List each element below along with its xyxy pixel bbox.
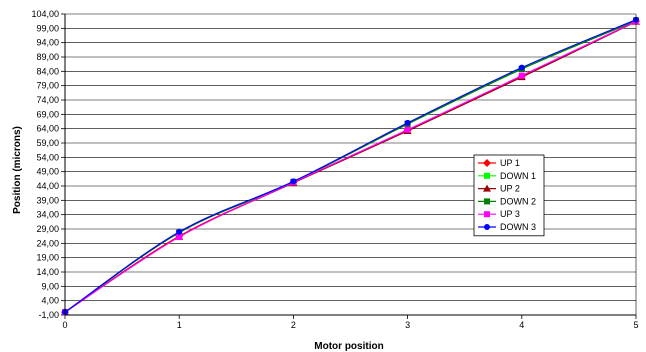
y-tick-label: 64,00 bbox=[36, 124, 59, 134]
data-point bbox=[404, 119, 411, 126]
legend: UP 1 DOWN 1 UP 2 DOWN 2 UP 3 DOWN 3 bbox=[473, 154, 545, 237]
y-tick-label: 9,00 bbox=[41, 281, 59, 291]
x-tick-label: 4 bbox=[519, 320, 524, 330]
x-tick-label: 2 bbox=[291, 320, 296, 330]
data-point bbox=[176, 234, 183, 241]
y-tick-label: 39,00 bbox=[36, 195, 59, 205]
y-tick-label: 94,00 bbox=[36, 38, 59, 48]
legend-box bbox=[473, 154, 545, 237]
legend-swatch-marker bbox=[484, 172, 490, 179]
x-tick-label: 1 bbox=[177, 320, 182, 330]
series-line bbox=[64, 19, 637, 313]
data-point bbox=[176, 228, 183, 235]
series-line bbox=[64, 20, 637, 313]
series-line bbox=[64, 20, 637, 313]
legend-swatch-marker bbox=[483, 159, 491, 167]
y-tick-label: 54,00 bbox=[36, 152, 59, 162]
y-tick-label: 44,00 bbox=[36, 181, 59, 191]
y-tick-label: 59,00 bbox=[36, 138, 59, 148]
data-point bbox=[404, 126, 411, 133]
legend-swatch-marker bbox=[484, 224, 490, 230]
y-tick-label: 99,00 bbox=[36, 23, 59, 33]
y-tick-label: 79,00 bbox=[36, 81, 59, 91]
x-tick-label: 0 bbox=[62, 320, 67, 330]
legend-swatch-marker bbox=[484, 211, 490, 218]
legend-swatch-marker bbox=[483, 184, 491, 192]
legend-item: UP 2 bbox=[478, 184, 520, 194]
y-axis-label: Position (microns) bbox=[12, 126, 23, 214]
y-tick-label: 29,00 bbox=[36, 224, 59, 234]
y-tick-label: 89,00 bbox=[36, 52, 59, 62]
series-up-2 bbox=[61, 17, 640, 316]
y-tick-label: 69,00 bbox=[36, 109, 59, 119]
data-point bbox=[518, 64, 525, 71]
legend-label: UP 1 bbox=[500, 158, 520, 168]
data-point bbox=[290, 178, 297, 185]
legend-item: UP 1 bbox=[478, 158, 520, 168]
legend-item: DOWN 2 bbox=[478, 196, 536, 206]
legend-item: DOWN 3 bbox=[478, 222, 536, 232]
series-down-3 bbox=[62, 16, 639, 316]
legend-label: UP 3 bbox=[500, 209, 520, 219]
y-tick-label: -1,00 bbox=[38, 310, 59, 320]
x-tick-label: 5 bbox=[633, 320, 638, 330]
y-tick-label: 104,00 bbox=[31, 9, 59, 19]
y-axis-ticks: -1,00 4,00 9,00 14,00 19,00 24,00 29,00 34,00 39… bbox=[31, 9, 65, 320]
legend-item: DOWN 1 bbox=[478, 171, 536, 181]
y-tick-label: 74,00 bbox=[36, 95, 59, 105]
axes bbox=[64, 14, 637, 316]
x-axis-label: Motor position bbox=[314, 341, 383, 352]
series-line bbox=[64, 19, 637, 313]
y-tick-label: 24,00 bbox=[36, 238, 59, 248]
legend-swatch-marker bbox=[484, 198, 490, 205]
series-line bbox=[64, 21, 637, 313]
y-tick-label: 19,00 bbox=[36, 253, 59, 263]
y-tick-label: 4,00 bbox=[41, 296, 59, 306]
series-lines bbox=[61, 16, 640, 317]
legend-label: UP 2 bbox=[500, 184, 520, 194]
data-point bbox=[518, 72, 525, 79]
y-tick-label: 14,00 bbox=[36, 267, 59, 277]
series-line bbox=[64, 20, 637, 313]
grid-lines bbox=[65, 13, 636, 316]
legend-item: UP 3 bbox=[478, 209, 520, 219]
legend-label: DOWN 3 bbox=[500, 222, 536, 232]
legend-label: DOWN 1 bbox=[500, 171, 536, 181]
y-tick-label: 84,00 bbox=[36, 66, 59, 76]
y-tick-label: 34,00 bbox=[36, 210, 59, 220]
legend-label: DOWN 2 bbox=[500, 196, 536, 206]
y-tick-label: 49,00 bbox=[36, 167, 59, 177]
x-tick-label: 3 bbox=[405, 320, 410, 330]
x-axis-ticks: 0 1 2 3 4 5 bbox=[62, 315, 639, 330]
